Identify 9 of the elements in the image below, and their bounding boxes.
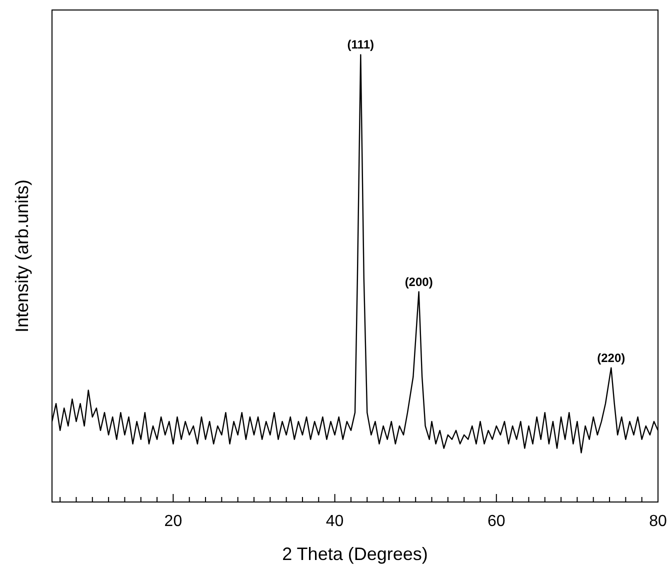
x-tick-label: 20 (164, 513, 182, 530)
annotation: (220) (597, 350, 626, 365)
annotation: (111) (347, 38, 374, 52)
x-tick-label: 80 (649, 513, 667, 530)
x-axis-title: 2 Theta (Degrees) (282, 544, 428, 564)
y-axis-title: Intensity (arb.units) (12, 179, 32, 333)
x-tick-label: 40 (326, 513, 344, 530)
x-tick-label: 60 (488, 513, 506, 530)
annotation: (200) (404, 274, 433, 289)
